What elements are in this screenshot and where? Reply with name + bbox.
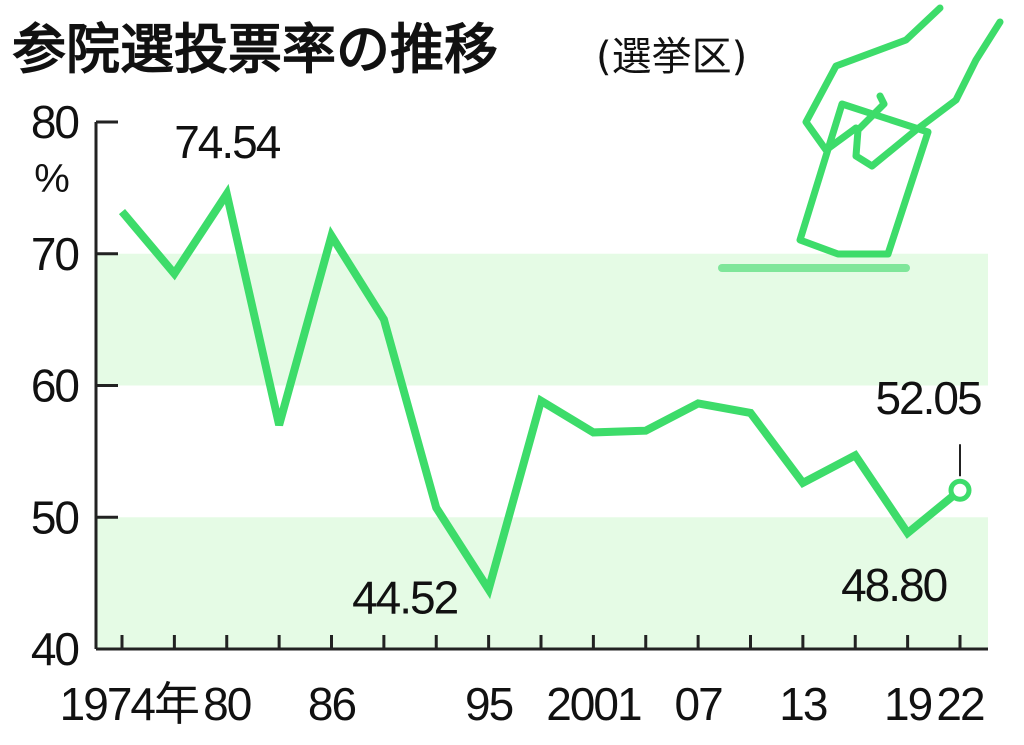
value-label: 52.05	[875, 372, 981, 424]
x-tick-label: 19	[884, 678, 932, 730]
x-tick-label: 2001	[546, 678, 641, 730]
y-tick-label: 50	[31, 491, 79, 543]
chart-title: 参院選投票率の推移	[12, 18, 498, 81]
x-tick-label: 22	[936, 678, 984, 730]
value-label: 44.52	[352, 571, 458, 623]
y-tick-label: 80	[31, 96, 79, 148]
y-unit: %	[34, 157, 70, 201]
x-tick-label: 1974年	[60, 678, 198, 730]
chart-subtitle: (選挙区)	[596, 34, 747, 80]
value-label: 48.80	[841, 559, 947, 611]
value-label: 74.54	[174, 116, 281, 168]
band	[96, 517, 988, 649]
data-line	[118, 183, 963, 600]
band	[96, 253, 988, 386]
x-tick-label: 13	[779, 678, 827, 730]
x-tick-label: 80	[203, 678, 251, 730]
x-tick-label: 07	[675, 678, 723, 730]
y-tick-label: 60	[31, 360, 79, 412]
x-tick-label: 95	[465, 678, 513, 730]
ballot-icon	[718, 4, 1004, 272]
y-tick-label: 70	[31, 228, 79, 280]
y-tick-label: 40	[31, 623, 79, 675]
x-tick-label: 86	[308, 678, 356, 730]
end-marker	[948, 478, 972, 502]
